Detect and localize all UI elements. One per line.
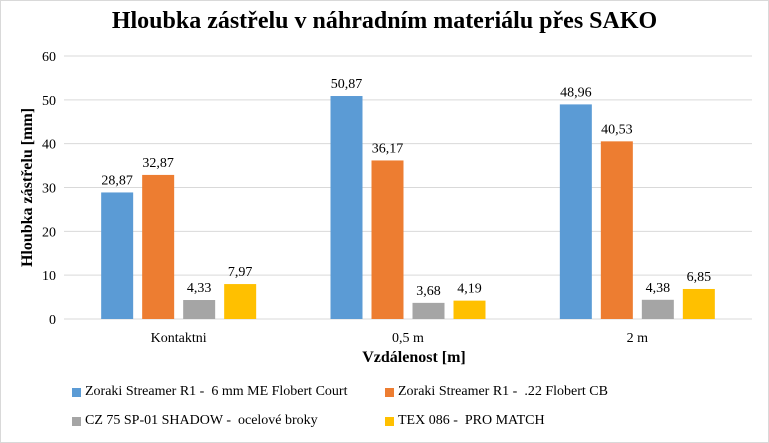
legend-item-series-4: TEX 086 - PRO MATCH: [385, 413, 545, 429]
data-label: 4,19: [457, 282, 482, 297]
legend-item-series-3: CZ 75 SP-01 SHADOW - ocelové broky: [72, 413, 318, 429]
y-tick-label: 60: [42, 50, 56, 65]
legend-swatch-series-1: [72, 387, 81, 397]
bar: [224, 284, 257, 319]
data-label: 3,68: [416, 284, 441, 299]
y-axis-title: Hloubka zástřelu [mm]: [19, 108, 36, 267]
data-label: 6,85: [687, 270, 712, 285]
bar: [559, 104, 592, 319]
data-label: 4,33: [187, 281, 212, 296]
data-label: 50,87: [331, 77, 363, 92]
y-tick-label: 10: [42, 269, 56, 284]
y-tick-label: 30: [42, 182, 56, 197]
bar: [453, 300, 486, 319]
x-axis-title: Vzdálenost [m]: [362, 349, 466, 366]
y-tick-label: 40: [42, 138, 56, 153]
data-label: 7,97: [228, 265, 253, 280]
legend-label-series-1: Zoraki Streamer R1 - 6 mm ME Flobert Cou…: [85, 384, 348, 399]
x-tick-label: 0,5 m: [392, 331, 424, 346]
legend-item-series-1: Zoraki Streamer R1 - 6 mm ME Flobert Cou…: [72, 384, 347, 400]
bar: [142, 174, 175, 319]
legend-label-series-3: CZ 75 SP-01 SHADOW - ocelové broky: [85, 413, 318, 428]
data-label: 32,87: [142, 156, 174, 171]
chart-title: Hloubka zástřelu v náhradním materiálu p…: [111, 8, 658, 34]
bar: [412, 302, 445, 319]
legend-label-series-4: TEX 086 - PRO MATCH: [398, 413, 545, 428]
legend-swatch-series-3: [72, 416, 81, 426]
bar: [600, 141, 633, 319]
bar: [682, 288, 715, 319]
y-tick-label: 20: [42, 225, 56, 240]
y-tick-label: 50: [42, 94, 56, 109]
data-label: 36,17: [372, 141, 404, 156]
data-label: 40,53: [601, 122, 633, 137]
bar: [641, 299, 674, 319]
data-label: 28,87: [101, 173, 133, 188]
bar: [183, 300, 216, 319]
legend-item-series-2: Zoraki Streamer R1 - .22 Flobert CB: [385, 384, 608, 400]
data-label: 4,38: [646, 281, 671, 296]
legend-swatch-series-2: [385, 387, 394, 397]
legend-label-series-2: Zoraki Streamer R1 - .22 Flobert CB: [398, 384, 608, 399]
bar: [371, 160, 404, 319]
data-label: 48,96: [560, 85, 592, 100]
y-tick-label: 0: [49, 313, 56, 328]
bar: [101, 192, 134, 319]
x-tick-label: 2 m: [627, 331, 649, 346]
legend-swatch-series-4: [385, 416, 394, 426]
bar: [330, 96, 363, 319]
x-tick-label: Kontaktni: [151, 331, 207, 346]
